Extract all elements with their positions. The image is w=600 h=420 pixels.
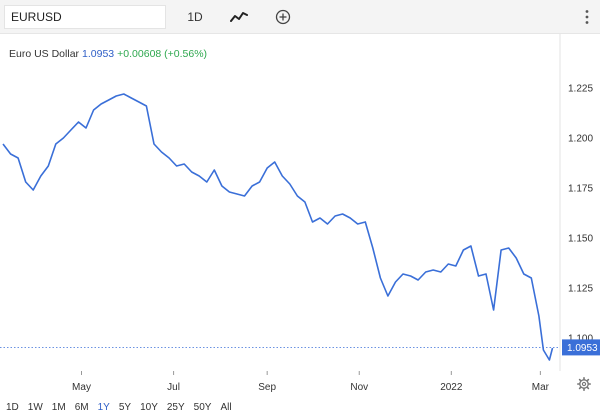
range-button-50y[interactable]: 50Y	[193, 402, 212, 413]
last-price-tag	[562, 339, 600, 356]
interval-button[interactable]: 1D	[187, 10, 203, 24]
range-button-5y[interactable]: 5Y	[118, 402, 132, 413]
last-price: 1.0953	[82, 48, 115, 60]
y-tick-label: 1.100	[568, 334, 593, 345]
last-price-tag-label: 1.0953	[567, 343, 598, 354]
range-button-10y[interactable]: 10Y	[140, 402, 158, 413]
add-indicator-button[interactable]	[270, 5, 296, 29]
y-tick-label: 1.200	[568, 134, 593, 145]
y-tick-label: 1.225	[568, 84, 593, 95]
range-button-1y[interactable]: 1Y	[97, 402, 110, 413]
range-button-6m[interactable]: 6M	[74, 402, 89, 413]
x-tick-label: 2022	[440, 382, 463, 393]
range-selector: 1D 1W 1M 6M 1Y 5Y 10Y 25Y 50Y All	[6, 401, 241, 415]
plus-circle-icon	[275, 9, 291, 25]
range-button-all[interactable]: All	[220, 402, 232, 413]
toolbar: 1D	[0, 0, 600, 34]
more-menu-button[interactable]	[578, 5, 596, 29]
chart-type-button[interactable]	[226, 5, 252, 29]
y-tick-label: 1.150	[568, 234, 593, 245]
x-tick-label: Jul	[167, 382, 180, 393]
x-tick-label: Nov	[350, 382, 368, 393]
gear-icon	[577, 377, 591, 391]
y-tick-label: 1.125	[568, 284, 593, 295]
range-button-1m[interactable]: 1M	[51, 402, 66, 413]
price-series-line	[2, 93, 554, 361]
x-tick-label: Sep	[258, 382, 276, 393]
price-change: +0.00608 (+0.56%)	[117, 48, 208, 60]
x-tick-label: May	[72, 382, 91, 393]
range-button-25y[interactable]: 25Y	[166, 402, 185, 413]
symbol-input[interactable]	[4, 5, 166, 29]
y-tick-label: 1.175	[568, 184, 593, 195]
line-chart-icon	[230, 12, 248, 22]
range-button-1w[interactable]: 1W	[27, 402, 43, 413]
range-button-1d[interactable]: 1D	[6, 402, 19, 413]
x-tick-label: Mar	[532, 382, 550, 393]
settings-button[interactable]	[577, 377, 591, 391]
vertical-dots-icon	[585, 10, 589, 24]
chart-header: Euro US Dollar 1.0953 +0.00608 (+0.56%)	[9, 48, 207, 60]
instrument-name: Euro US Dollar	[9, 48, 80, 60]
